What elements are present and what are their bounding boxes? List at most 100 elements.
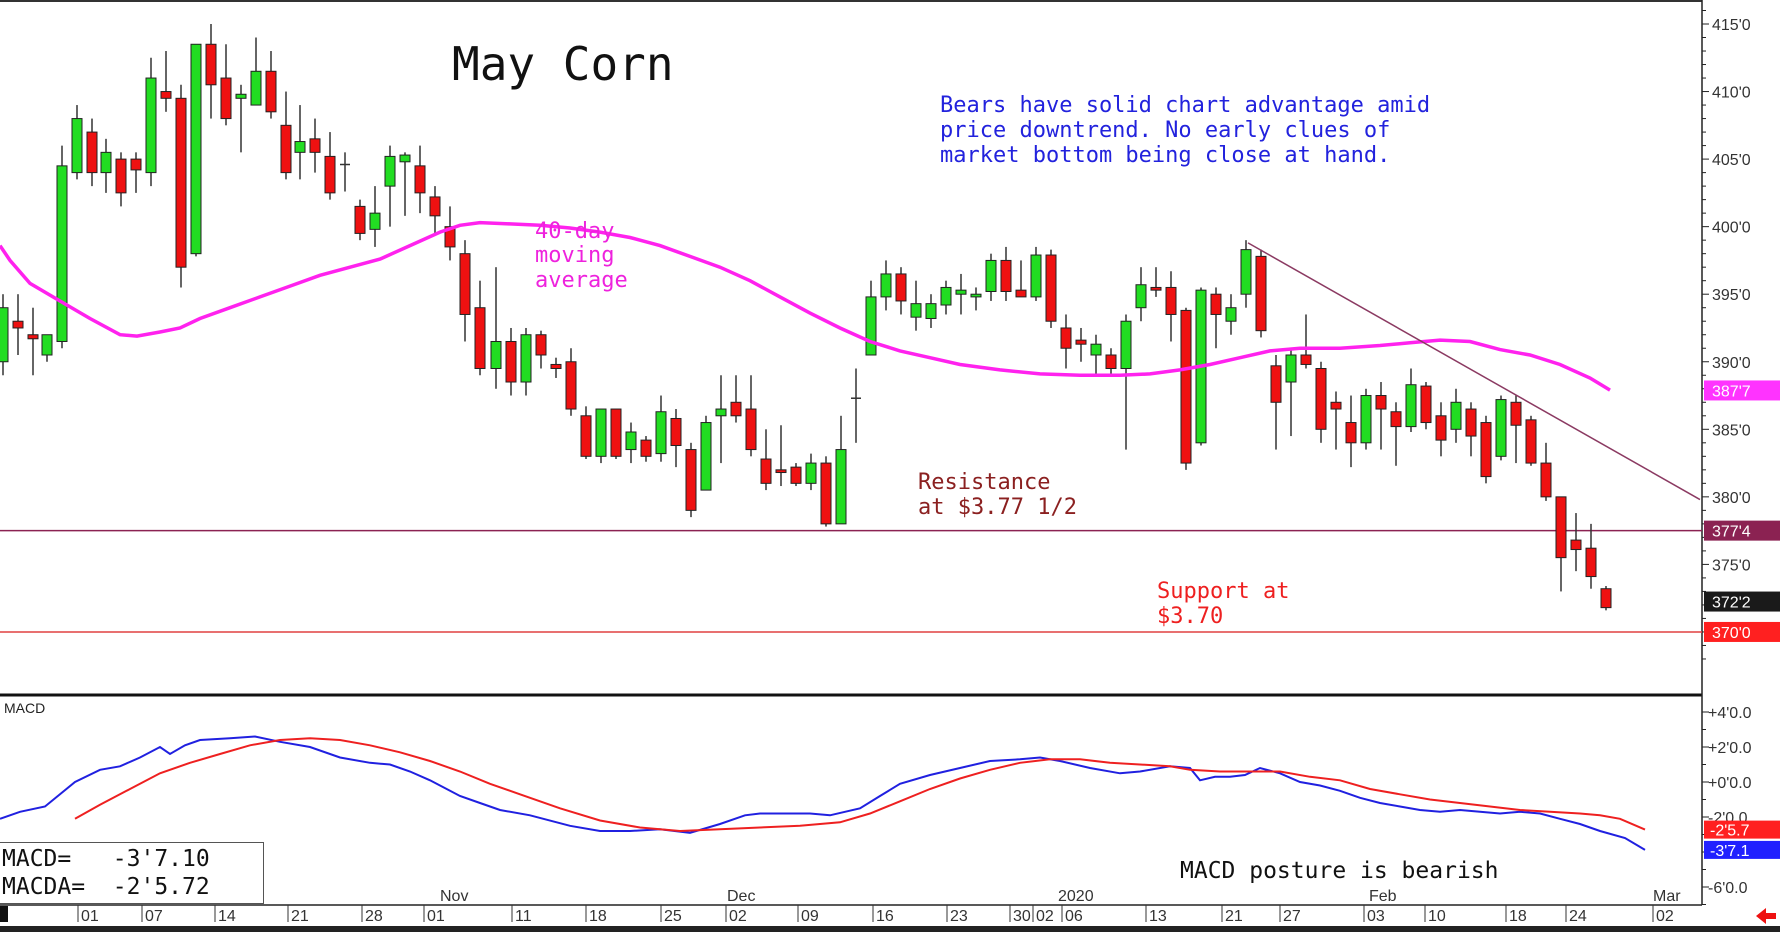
candle (775, 425, 787, 487)
date-tick-label: 02 (1656, 908, 1674, 925)
candle (324, 132, 336, 200)
candle (1345, 395, 1357, 468)
candle (790, 463, 802, 487)
candle (1600, 586, 1612, 611)
price-tick-label: 385'0 (1712, 422, 1751, 439)
candle (851, 368, 861, 443)
candle (955, 273, 967, 315)
month-label: Feb (1369, 888, 1397, 905)
candle (175, 84, 187, 288)
resistance-label: Resistance at $3.77 1/2 (918, 470, 1077, 520)
candle (685, 442, 697, 518)
candle (429, 186, 441, 234)
candle (294, 105, 306, 180)
candle (760, 429, 772, 491)
price-axis: 415'0 410'0 405'0 400'0 395'0 390'0 385'0 380'0… (1702, 9, 1751, 660)
candle (1045, 249, 1057, 328)
date-tick-label: 10 (1428, 908, 1446, 925)
date-tick-label: 21 (1225, 908, 1243, 925)
macda-line (74, 737, 1646, 833)
candle (550, 357, 562, 378)
candle (369, 186, 381, 247)
candle (414, 145, 426, 214)
candle (1435, 402, 1447, 457)
candle (280, 91, 292, 180)
commentary: Bears have solid chart advantage amid pr… (940, 93, 1430, 168)
candle (835, 415, 847, 525)
candle (130, 152, 142, 193)
candle (1315, 361, 1327, 443)
date-tick-label: 02 (1036, 908, 1054, 925)
candle (235, 84, 247, 153)
resistance-label-line-1: Resistance (918, 470, 1050, 495)
date-tick-label: 18 (1509, 908, 1527, 925)
candle (1540, 442, 1552, 501)
candle (640, 436, 652, 462)
moving-average-40-line (0, 220, 1611, 392)
date-tick-label: 07 (145, 908, 163, 925)
ma-label: 40-day moving average (535, 219, 628, 293)
candle (444, 206, 456, 261)
candle (1465, 402, 1477, 457)
candle (1375, 382, 1387, 450)
candle (1570, 513, 1582, 572)
price-marker (1704, 380, 1780, 401)
candle (580, 406, 592, 460)
candle (1285, 348, 1297, 437)
price-tick-label: 415'0 (1712, 17, 1751, 34)
support-label: Support at $3.70 (1157, 579, 1289, 629)
month-label: Dec (727, 888, 755, 905)
date-tick-label: 03 (1367, 908, 1385, 925)
date-tick-label: 18 (589, 908, 607, 925)
macd-tick-label: -6'0.0 (1708, 880, 1748, 897)
support-resistance-lines (0, 529, 1702, 633)
macd-line (0, 735, 1646, 851)
macd-marker (1704, 840, 1780, 859)
candle (27, 307, 39, 376)
scroll-handle[interactable] (0, 906, 8, 922)
date-tick-label: 16 (876, 908, 894, 925)
date-axis: 01 07 14 21 28 01 11 18 25 02 09 16 23 30 02 06 13 21 27 03… (77, 888, 1681, 925)
candle (56, 145, 68, 349)
candle (1030, 246, 1042, 301)
macd-tick-label: +4'0.0 (1708, 705, 1752, 722)
date-tick-label: 13 (1149, 908, 1167, 925)
candle (985, 253, 997, 301)
candle (820, 456, 832, 527)
candle (1450, 388, 1462, 443)
candle (474, 280, 486, 376)
candle (354, 199, 366, 241)
candle (595, 408, 607, 464)
price-marker-label: 370'0 (1712, 625, 1751, 642)
macd-readout-label: MACD= (2, 846, 72, 872)
candle (1165, 271, 1177, 342)
candle (1225, 294, 1237, 335)
candle (1405, 368, 1417, 433)
date-tick-label: 06 (1065, 908, 1083, 925)
price-marker (1704, 520, 1780, 541)
date-tick-label: 02 (729, 908, 747, 925)
candle (1255, 249, 1267, 338)
candle (925, 294, 937, 328)
support-label-line-2: $3.70 (1157, 604, 1223, 629)
price-tick-label: 375'0 (1712, 557, 1751, 574)
candle (1390, 402, 1402, 466)
candle (520, 327, 532, 396)
price-tick-label: 410'0 (1712, 85, 1751, 102)
candle (505, 327, 517, 396)
candle (190, 43, 202, 257)
ma-label-line-1: 40-day (535, 219, 614, 244)
candle (895, 267, 907, 315)
candle (970, 287, 982, 311)
macd-tick-label: +0'0.0 (1708, 775, 1752, 792)
scroll-left-arrow-icon[interactable] (1756, 908, 1776, 924)
candle (86, 118, 98, 187)
candle (700, 415, 712, 491)
month-label: Mar (1653, 888, 1681, 905)
candle (340, 152, 350, 192)
macd-axis: +4'0.0+2'0.0+0'0.0-2'0.0-6'0.0 (1702, 705, 1752, 905)
commentary-line-2: price downtrend. No early clues of (940, 118, 1390, 143)
macd-markers: -2'5.7 -3'7.1 (1704, 820, 1780, 860)
macd-panel-label: MACD (4, 700, 45, 716)
